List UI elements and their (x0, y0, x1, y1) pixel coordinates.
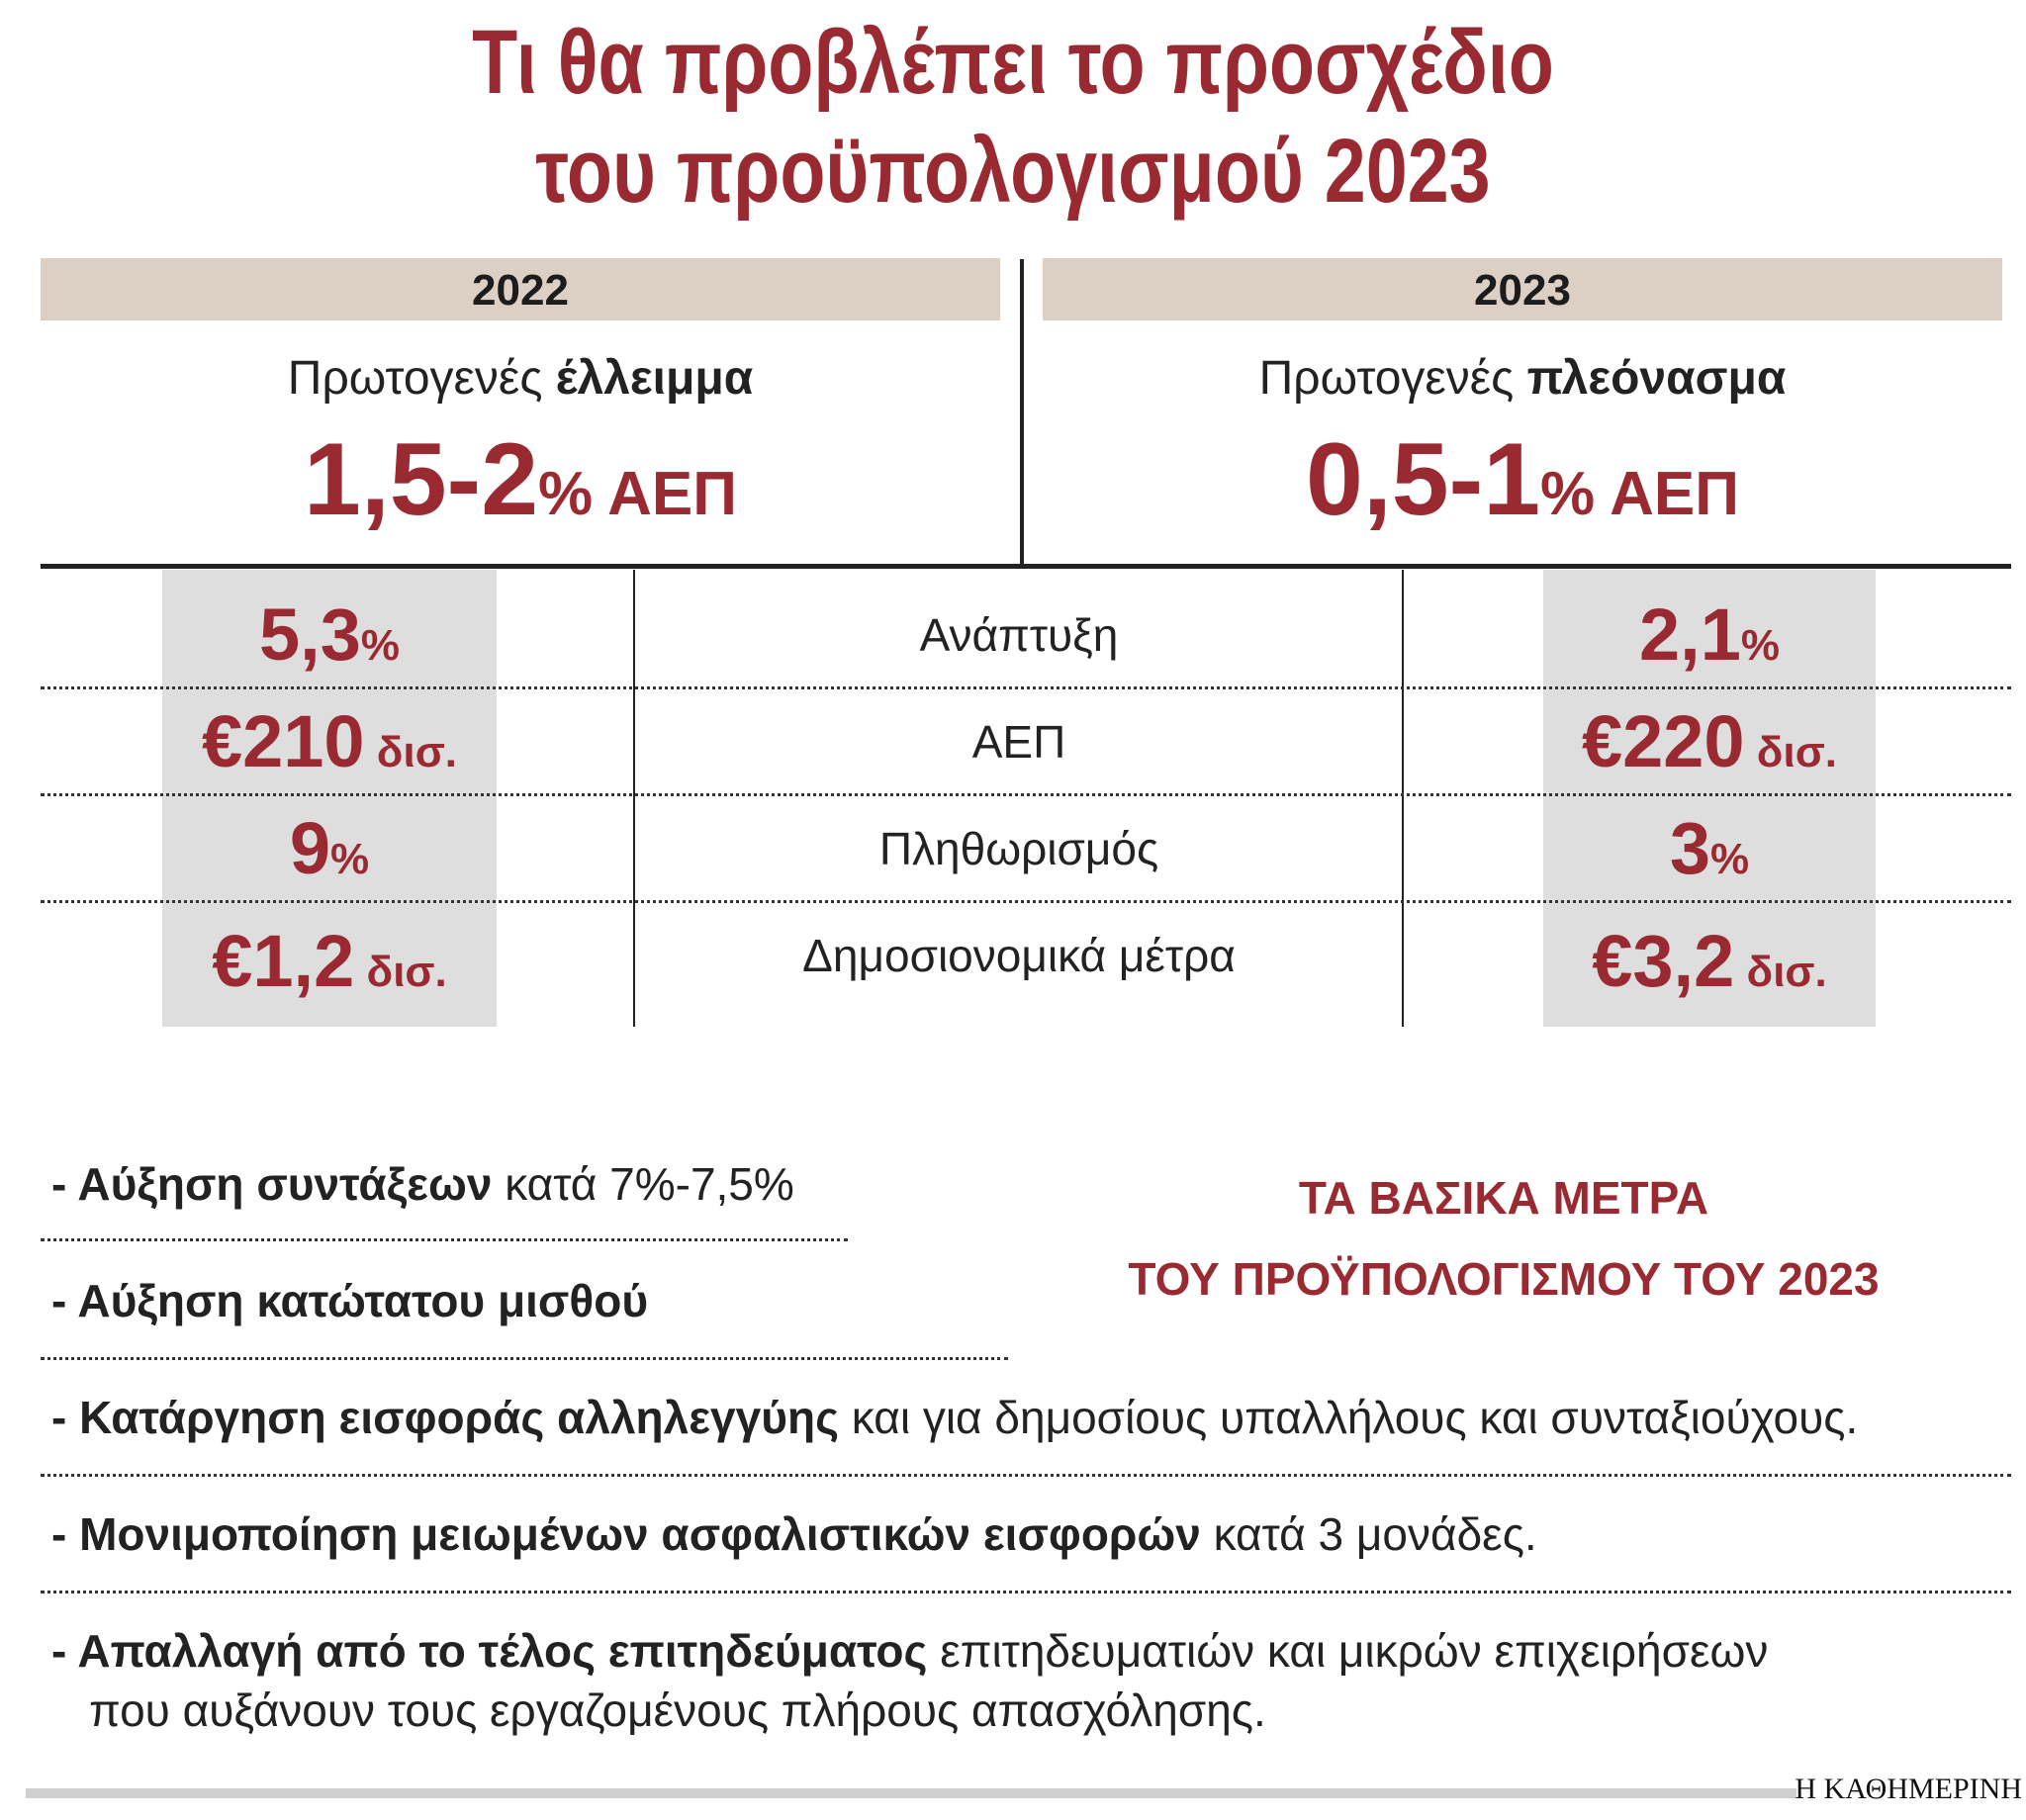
label-bold: πλεόνασμα (1526, 352, 1787, 405)
measure-bold: - Κατάργηση εισφοράς αλληλεγγύης (51, 1392, 839, 1443)
publisher-logo: Η ΚΑΘΗΜΕΡΙΝΗ (1795, 1773, 2022, 1805)
growth-2022: 5,3% (162, 586, 497, 695)
gdp-2022: €210 δισ. (162, 692, 497, 802)
value: 2,1 (1639, 593, 1741, 676)
measure-item: - Μονιμοποίηση μειωμένων ασφαλιστικών ει… (51, 1505, 1537, 1563)
primary-balance-label-2022: Πρωτογενές έλλειμμα (41, 351, 1000, 406)
primary-balance-value-2023: 0,5-1% ΑΕΠ (1043, 425, 2002, 549)
fiscal-measures-2022: €1,2 δισ. (162, 912, 497, 1022)
value: 9 (289, 807, 331, 889)
row-divider-left (633, 570, 635, 1027)
inflation-2022: 9% (162, 799, 497, 909)
value-suffix: % ΑΕΠ (538, 460, 737, 528)
title-line-1: Τι θα προβλέπει το προσχέδιο (472, 12, 1554, 113)
value: €1,2 (212, 920, 355, 1002)
row-label-growth: Ανάπτυξη (919, 609, 1119, 661)
primary-balance-label-2023: Πρωτογενές πλεόνασμα (1043, 351, 2002, 406)
unit: δισ. (1744, 728, 1838, 776)
row-separator (41, 900, 2011, 903)
value: €210 (201, 700, 365, 782)
measure-item: - Αύξηση συντάξεων κατά 7%-7,5% (51, 1155, 794, 1213)
fiscal-measures-2023: €3,2 δισ. (1543, 912, 1876, 1022)
table-top-rule (41, 564, 2011, 569)
measure-item: - Απαλλαγή από το τέλος επιτηδεύματος επ… (51, 1622, 1768, 1680)
label-prefix: Πρωτογενές (1258, 352, 1515, 405)
row-separator (41, 793, 2011, 796)
values-column-2023 (1543, 570, 1876, 1027)
measure-item: - Αύξηση κατώτατου μισθού (51, 1272, 648, 1329)
label-bold: έλλειμμα (555, 352, 754, 405)
inflation-2023: 3% (1543, 799, 1876, 909)
title-line-2: του προϋπολογισμού 2023 (535, 121, 1491, 222)
measure-bold: - Μονιμοποίηση μειωμένων ασφαλιστικών ει… (51, 1508, 1201, 1560)
year-header-2022: 2022 (41, 258, 1000, 320)
measure-rest: και για δημοσίους υπαλλήλους και συνταξι… (839, 1392, 1859, 1443)
footer-bar (26, 1788, 1796, 1798)
measure-item-continuation: που αυξάνουν τους εργαζομένους πλήρους α… (89, 1684, 1266, 1736)
unit: δισ. (364, 728, 458, 776)
value: 0,5-1 (1305, 422, 1541, 537)
measure-separator (41, 1357, 1008, 1360)
measure-rest: επιτηδευματιών και μικρών επιχειρήσεων (927, 1625, 1769, 1677)
value: €3,2 (1592, 920, 1735, 1002)
row-label-inflation: Πληθωρισμός (878, 823, 1159, 874)
value: €220 (1581, 700, 1745, 782)
measure-bold: - Αύξηση κατώτατου μισθού (51, 1275, 649, 1326)
measures-title: ΤΑ ΒΑΣΙΚΑ ΜΕΤΡΑ ΤΟΥ ΠΡΟΫΠΟΛΟΓΙΣΜΟΥ ΤΟΥ 2… (1088, 1157, 1919, 1320)
measure-item: - Κατάργηση εισφοράς αλληλεγγύης και για… (51, 1389, 1858, 1446)
measure-rest: κατά 3 μονάδες. (1200, 1508, 1537, 1560)
values-column-2022 (162, 570, 497, 1027)
row-label-gdp: ΑΕΠ (971, 716, 1066, 768)
measure-bold: - Απαλλαγή από το τέλος επιτηδεύματος (51, 1625, 928, 1677)
label-prefix: Πρωτογενές (287, 352, 543, 405)
column-divider (1020, 259, 1024, 566)
unit: δισ. (354, 948, 447, 996)
measure-separator (41, 1238, 848, 1241)
value: 3 (1669, 807, 1711, 889)
measure-separator (41, 1591, 2011, 1593)
row-label-fiscal-measures: Δημοσιονομικά μέτρα (802, 930, 1236, 981)
measure-rest: κατά 7%-7,5% (492, 1158, 794, 1210)
value: 5,3 (259, 593, 361, 676)
unit: δισ. (1734, 948, 1827, 996)
primary-balance-value-2022: 1,5-2% ΑΕΠ (41, 425, 1000, 549)
value: 1,5-2 (303, 422, 539, 537)
measures-title-line-1: ΤΑ ΒΑΣΙΚΑ ΜΕΤΡΑ (1298, 1172, 1709, 1224)
measure-bold: - Αύξηση συντάξεων (51, 1158, 493, 1210)
page-title: Τι θα προβλέπει το προσχέδιο του προϋπολ… (182, 8, 1843, 226)
unit: % (330, 835, 370, 883)
measure-separator (41, 1474, 2011, 1477)
unit: % (1740, 621, 1780, 670)
growth-2023: 2,1% (1543, 586, 1876, 695)
unit: % (1710, 835, 1750, 883)
row-divider-right (1402, 570, 1404, 1027)
row-separator (41, 686, 2011, 689)
value-suffix: % ΑΕΠ (1540, 460, 1739, 528)
gdp-2023: €220 δισ. (1543, 692, 1876, 802)
unit: % (360, 621, 400, 670)
measures-title-line-2: ΤΟΥ ΠΡΟΫΠΟΛΟΓΙΣΜΟΥ ΤΟΥ 2023 (1128, 1253, 1880, 1305)
year-header-2023: 2023 (1043, 258, 2002, 320)
